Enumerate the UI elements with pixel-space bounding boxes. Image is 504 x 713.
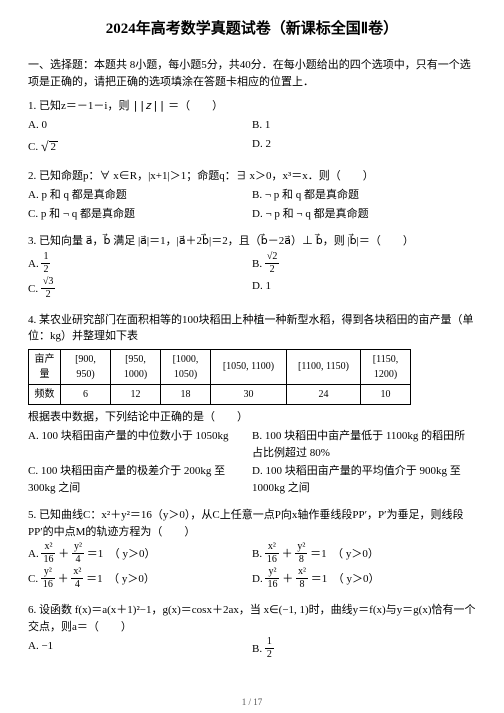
q3-c-num: √3: [41, 277, 56, 289]
th-c4: [1050, 1100): [211, 349, 287, 384]
q4-table: 亩产量 [900, 950) [950, 1000) [1000, 1050) …: [28, 349, 411, 405]
q1-opt-b: B. 1: [252, 116, 476, 135]
q4-stem2: 根据表中数据，下列结论中正确的是（ ）: [28, 409, 476, 426]
q6-opt-b: B. 12: [252, 637, 476, 662]
f-d: 8: [296, 579, 308, 590]
td-c1: 6: [61, 384, 111, 404]
f-n: x²: [296, 567, 308, 579]
q2-opt-b: B. ¬ p 和 q 都是真命题: [252, 186, 476, 205]
f-d: 16: [265, 579, 279, 590]
q3-c-den: 2: [41, 289, 56, 300]
q4-opt-d: D. 100 块稻田亩产量的平均值介于 900kg 至 1000kg 之间: [252, 462, 476, 497]
table-row: 亩产量 [900, 950) [950, 1000) [1000, 1050) …: [29, 349, 411, 384]
q5-d-tail: （ y＞0）: [338, 573, 379, 585]
q3-stem: 3. 已知向量 a⃗，b⃗ 满足 |a⃗|＝1，|a⃗＋2b⃗|＝2，且（b⃗－…: [28, 233, 476, 250]
q1-c-pre: C.: [28, 141, 41, 153]
q1-abs-z: |z|: [139, 99, 159, 112]
f-n: x²: [265, 542, 279, 554]
q3-b-pre: B.: [252, 258, 265, 270]
q5-a-pre: A.: [28, 548, 41, 560]
section-1-heading: 一、选择题：本题共 8小题，每小题5分，共40分．在每小题给出的四个选项中，只有…: [28, 57, 476, 92]
question-2: 2. 已知命题p：∀ x∈R，|x+1|＞1；命题q：∃ x＞0，x³＝x．则（…: [28, 168, 476, 224]
q5-opt-a: A. x²16 ＋ y²4 ＝1 （ y＞0）: [28, 542, 252, 567]
q3-b-num: √2: [265, 252, 280, 264]
th-c3: [1000, 1050): [161, 349, 211, 384]
q1-abs: ||z||: [132, 99, 165, 112]
f-n: x²: [71, 567, 83, 579]
f-d: 4: [72, 554, 84, 565]
q4-opt-a: A. 100 块稻田亩产量的中位数小于 1050kg: [28, 427, 252, 462]
q3-c-pre: C.: [28, 283, 41, 295]
q1-opt-d: D. 2: [252, 135, 476, 158]
q3-a-num: 1: [41, 252, 50, 264]
q2-stem: 2. 已知命题p：∀ x∈R，|x+1|＞1；命题q：∃ x＞0，x³＝x．则（…: [28, 168, 476, 185]
question-5: 5. 已知曲线C：x²＋y²＝16（y＞0），从C上任意一点P向x轴作垂线段PP…: [28, 507, 476, 592]
q4-opt-b: B. 100 块稻田中亩产量低于 1100kg 的稻田所占比例超过 80%: [252, 427, 476, 462]
th-label: 亩产量: [29, 349, 61, 384]
q5-opt-d: D. y²16 ＋ x²8 ＝1 （ y＞0）: [252, 567, 476, 592]
q5-c-pre: C.: [28, 573, 41, 585]
q3-opt-a: A. 12: [28, 252, 252, 277]
f-d: 16: [41, 579, 55, 590]
q6-stem: 6. 设函数 f(x)＝a(x＋1)²−1，g(x)＝cosx＋2ax，当 x∈…: [28, 602, 476, 635]
td-c5: 24: [287, 384, 361, 404]
f-d: 2: [265, 649, 274, 660]
q2-opt-c: C. p 和 ¬ q 都是真命题: [28, 205, 252, 224]
q3-opt-c: C. √32: [28, 277, 252, 302]
f-n: x²: [41, 542, 55, 554]
q4-opt-c: C. 100 块稻田亩产量的极差介于 200kg 至 300kg 之间: [28, 462, 252, 497]
th-c1: [900, 950): [61, 349, 111, 384]
q5-stem: 5. 已知曲线C：x²＋y²＝16（y＞0），从C上任意一点P向x轴作垂线段PP…: [28, 507, 476, 540]
q3-b-den: 2: [265, 264, 280, 275]
q6-opt-a: A. −1: [28, 637, 252, 662]
question-4: 4. 某农业研究部门在面积相等的100块稻田上种植一种新型水稻，得到各块稻田的亩…: [28, 312, 476, 498]
td-c6: 10: [361, 384, 411, 404]
q1-opt-a: A. 0: [28, 116, 252, 135]
f-n: y²: [72, 542, 84, 554]
q1-opt-c: C. √2: [28, 135, 252, 158]
f-d: 16: [41, 554, 55, 565]
question-3: 3. 已知向量 a⃗，b⃗ 满足 |a⃗|＝1，|a⃗＋2b⃗|＝2，且（b⃗－…: [28, 233, 476, 302]
td-c3: 18: [161, 384, 211, 404]
q2-opt-a: A. p 和 q 都是真命题: [28, 186, 252, 205]
q5-c-tail: （ y＞0）: [114, 573, 155, 585]
sqrt-icon: √: [41, 140, 49, 155]
q5-opt-b: B. x²16 ＋ y²8 ＝1 （ y＞0）: [252, 542, 476, 567]
q4-stem1: 4. 某农业研究部门在面积相等的100块稻田上种植一种新型水稻，得到各块稻田的亩…: [28, 312, 476, 345]
q3-opt-b: B. √22: [252, 252, 476, 277]
td-c2: 12: [111, 384, 161, 404]
th-c2: [950, 1000): [111, 349, 161, 384]
td-label: 频数: [29, 384, 61, 404]
q3-a-den: 2: [41, 264, 50, 275]
f-d: 8: [295, 554, 307, 565]
q2-opt-d: D. ¬ p 和 ¬ q 都是真命题: [252, 205, 476, 224]
f-n: y²: [41, 567, 55, 579]
f-d: 16: [265, 554, 279, 565]
td-c4: 30: [211, 384, 287, 404]
q6-b-pre: B.: [252, 643, 265, 655]
th-c6: [1150, 1200): [361, 349, 411, 384]
q1-stem-post: ＝（ ）: [168, 100, 223, 112]
page-number: 1 / 17: [0, 696, 504, 710]
exam-title: 2024年高考数学真题试卷（新课标全国Ⅱ卷）: [28, 18, 476, 41]
f-n: 1: [265, 637, 274, 649]
q5-a-tail: （ y＞0）: [114, 548, 155, 560]
f-d: 4: [71, 579, 83, 590]
q1-stem-pre: 1. 已知z＝－1－i，则: [28, 100, 129, 112]
q3-a-pre: A.: [28, 258, 41, 270]
q5-b-pre: B.: [252, 548, 265, 560]
q5-opt-c: C. y²16 ＋ x²4 ＝1 （ y＞0）: [28, 567, 252, 592]
q5-d-pre: D.: [252, 573, 265, 585]
f-n: y²: [265, 567, 279, 579]
f-n: y²: [295, 542, 307, 554]
q3-opt-d: D. 1: [252, 277, 476, 302]
q5-b-tail: （ y＞0）: [338, 548, 379, 560]
q1-c-val: 2: [49, 141, 59, 153]
th-c5: [1100, 1150): [287, 349, 361, 384]
question-1: 1. 已知z＝－1－i，则 ||z|| ＝（ ） A. 0 B. 1 C. √2…: [28, 98, 476, 158]
question-6: 6. 设函数 f(x)＝a(x＋1)²−1，g(x)＝cosx＋2ax，当 x∈…: [28, 602, 476, 662]
table-row: 频数 6 12 18 30 24 10: [29, 384, 411, 404]
